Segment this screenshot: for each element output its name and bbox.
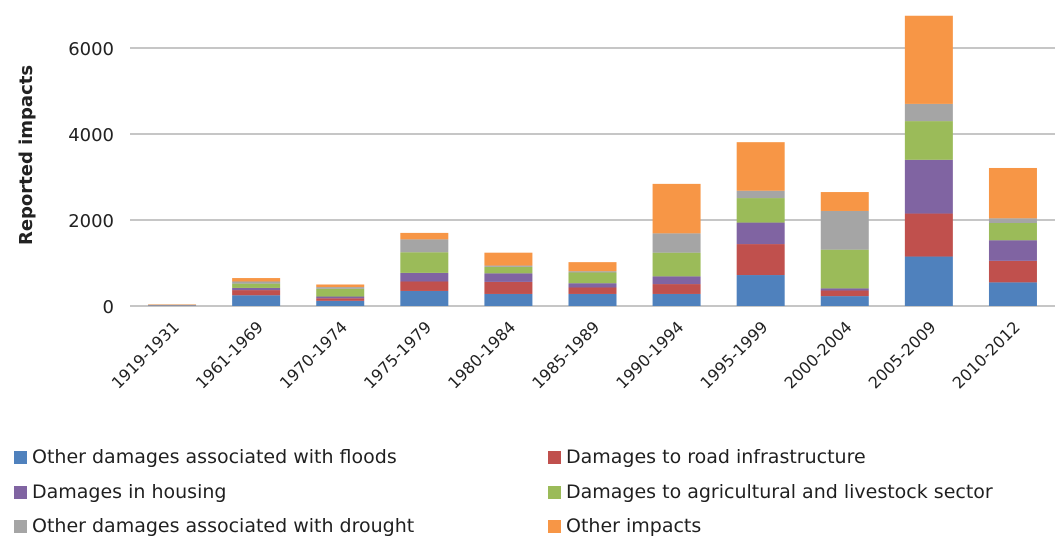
- x-tick-label: 1980-1984: [444, 317, 519, 392]
- x-tick-label: 1975-1979: [360, 317, 435, 392]
- bar-segment: [988, 282, 1037, 306]
- y-tick-label: 2000: [68, 211, 114, 232]
- x-tick-label: 2000-2004: [780, 317, 855, 392]
- bar-segment: [904, 15, 953, 104]
- bar-segment: [652, 293, 701, 306]
- bar-segment: [568, 287, 617, 294]
- bar-segment: [820, 249, 869, 289]
- x-tick-label: 2010-2012: [949, 317, 1024, 392]
- bar-segment: [484, 273, 533, 282]
- bar-segment: [736, 244, 785, 276]
- bar-segment: [820, 296, 869, 306]
- x-tick-label: 1970-1974: [276, 317, 351, 392]
- bar-segment: [316, 287, 365, 289]
- bar-segment: [904, 256, 953, 306]
- bar-segment: [736, 222, 785, 245]
- x-tick-label: 1995-1999: [696, 317, 771, 392]
- bar-segment: [988, 218, 1037, 224]
- bar-segment: [400, 281, 449, 291]
- bar-segment: [988, 260, 1037, 283]
- bar-segment: [820, 290, 869, 297]
- bar-segment: [736, 198, 785, 223]
- bar-segment: [988, 240, 1037, 261]
- bar-segment: [232, 281, 281, 284]
- x-tick-label: 1961-1969: [192, 317, 267, 392]
- y-axis-label: Reported impacts: [16, 65, 37, 245]
- x-axis-ticks: 1919-1931 1961-1969 1970-1974 1975-1979 1980…: [108, 317, 1024, 392]
- bar-segment: [820, 288, 869, 291]
- bar-segment: [736, 142, 785, 191]
- bar-segment: [400, 232, 449, 240]
- bar-segment: [652, 276, 701, 285]
- bar-segment: [652, 183, 701, 234]
- bar-segment: [232, 287, 281, 291]
- bar-segment: [568, 283, 617, 288]
- bar-segment: [484, 266, 533, 274]
- bar-segment: [232, 290, 281, 296]
- bar-segment: [232, 283, 281, 288]
- bar-segment: [988, 223, 1037, 241]
- bar-segment: [316, 300, 365, 306]
- bar-segment: [400, 272, 449, 282]
- bar-segment: [568, 272, 617, 284]
- y-tick-label: 6000: [68, 39, 114, 60]
- bar-segment: [652, 233, 701, 253]
- bar-segment: [316, 288, 365, 297]
- bar-segment: [316, 296, 365, 299]
- x-tick-label: 1990-1994: [612, 317, 687, 392]
- y-tick-label: 4000: [68, 125, 114, 146]
- bar-segment: [400, 290, 449, 306]
- bar-segment: [652, 252, 701, 277]
- bar-segment: [568, 262, 617, 272]
- bar-segment: [904, 121, 953, 160]
- y-tick-label: 0: [103, 297, 114, 318]
- bar-segment: [820, 210, 869, 250]
- bar-segment: [316, 284, 365, 288]
- bar-segment: [232, 278, 281, 282]
- bars: [148, 15, 1037, 306]
- bar-segment: [904, 159, 953, 214]
- bar-segment: [232, 295, 281, 306]
- bar-segment: [484, 252, 533, 266]
- x-tick-label: 2005-2009: [865, 317, 940, 392]
- bar-segment: [400, 239, 449, 253]
- x-tick-label: 1985-1989: [528, 317, 603, 392]
- bar-segment: [736, 190, 785, 199]
- bar-segment: [652, 284, 701, 294]
- bar-segment: [736, 275, 785, 306]
- bar-segment: [988, 167, 1037, 219]
- bar-segment: [316, 298, 365, 301]
- bar-segment: [484, 281, 533, 294]
- bar-segment: [400, 252, 449, 273]
- bar-segment: [904, 103, 953, 122]
- y-axis-ticks: 0 2000 4000 6000: [68, 39, 114, 318]
- x-tick-label: 1919-1931: [108, 317, 183, 392]
- bar-segment: [820, 192, 869, 211]
- bar-segment: [904, 213, 953, 257]
- bar-segment: [484, 265, 533, 267]
- bar-segment: [568, 293, 617, 306]
- bar-segment: [484, 293, 533, 306]
- bar-segment: [568, 271, 617, 273]
